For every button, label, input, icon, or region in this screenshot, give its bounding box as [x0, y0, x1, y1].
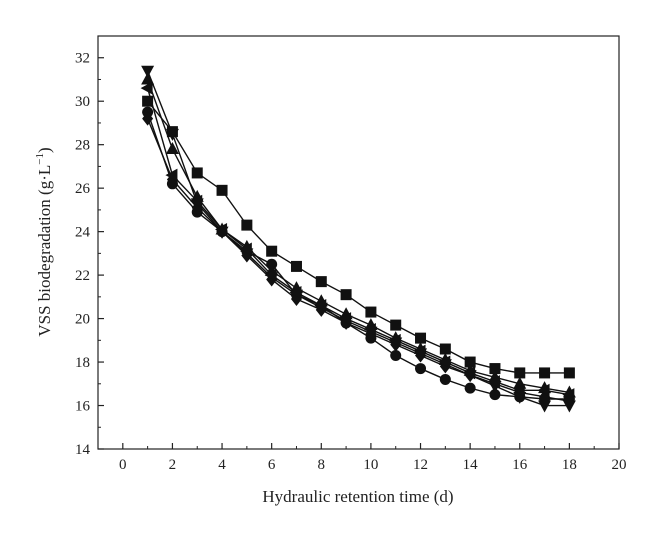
- square-marker: [216, 184, 228, 196]
- square-marker: [266, 245, 278, 257]
- square-marker: [439, 343, 451, 355]
- x-tick-label: 0: [119, 457, 127, 473]
- series-circle: [142, 106, 575, 405]
- triangle-left-marker: [487, 375, 500, 389]
- y-tick-label: 30: [75, 94, 90, 110]
- x-tick-label: 6: [268, 457, 276, 473]
- circle-marker: [464, 382, 476, 394]
- series-line: [146, 87, 570, 396]
- triangle-left-marker: [239, 242, 252, 256]
- x-tick-label: 20: [612, 457, 627, 473]
- x-tick-label: 16: [512, 457, 528, 473]
- plot-frame: [97, 35, 620, 450]
- square-marker: [365, 306, 377, 318]
- y-tick-label: 26: [75, 181, 91, 197]
- triangle-up-marker: [165, 142, 179, 155]
- y-tick-label: 20: [75, 312, 90, 328]
- circle-marker: [489, 389, 501, 401]
- x-axis-title: Hydraulic retention time (d): [262, 487, 453, 506]
- square-marker: [290, 260, 302, 272]
- y-axis-title-main: VSS biodegradation (g·L: [35, 165, 54, 337]
- triangle-up-marker: [141, 72, 155, 85]
- triangle-left-marker: [463, 366, 476, 380]
- triangle-down-marker: [538, 400, 552, 413]
- diamond-marker: [142, 111, 154, 126]
- square-marker: [340, 289, 352, 301]
- x-tick-label: 12: [413, 457, 428, 473]
- series-line: [146, 70, 570, 407]
- triangle-left-marker: [537, 383, 550, 397]
- square-marker: [191, 167, 203, 179]
- y-tick-label: 16: [75, 399, 91, 415]
- triangle-left-marker: [562, 388, 575, 402]
- triangle-left-marker: [215, 222, 228, 236]
- square-marker: [415, 332, 427, 344]
- x-tick-label: 2: [169, 457, 177, 473]
- y-tick-label: 14: [75, 442, 91, 458]
- series-line: [147, 100, 570, 374]
- series-line: [146, 79, 570, 394]
- circle-marker: [390, 350, 402, 362]
- x-tick-label: 8: [318, 457, 326, 473]
- square-marker: [390, 319, 402, 331]
- square-marker: [142, 95, 154, 107]
- triangle-down-marker: [141, 65, 155, 78]
- y-tick-label: 32: [75, 51, 90, 67]
- series-line: [146, 111, 570, 400]
- series-line: [146, 118, 570, 402]
- triangle-left-marker: [264, 268, 277, 282]
- square-marker: [489, 363, 501, 375]
- square-marker: [464, 356, 476, 368]
- triangle-left-marker: [413, 344, 426, 358]
- triangle-down-marker: [165, 128, 179, 141]
- triangle-left-marker: [512, 383, 525, 397]
- x-tick-label: 18: [562, 457, 577, 473]
- series-triangle-down: [141, 65, 576, 413]
- square-marker: [514, 367, 526, 379]
- square-marker: [539, 367, 551, 379]
- y-axis-title-exponent: −1: [34, 153, 46, 165]
- y-tick-label: 18: [75, 355, 90, 371]
- triangle-left-marker: [438, 355, 451, 369]
- series-diamond: [142, 111, 575, 409]
- y-tick-label: 22: [75, 268, 90, 284]
- triangle-left-marker: [190, 194, 203, 208]
- x-tick-label: 10: [363, 457, 378, 473]
- triangle-left-marker: [339, 312, 352, 326]
- y-tick-label: 28: [75, 138, 90, 154]
- triangle-left-marker: [165, 168, 178, 182]
- circle-marker: [439, 373, 451, 385]
- x-tick-label: 14: [463, 457, 479, 473]
- triangle-left-marker: [140, 81, 153, 95]
- series-square: [142, 95, 575, 379]
- series-layer: [140, 65, 576, 413]
- series-triangle-up: [141, 72, 576, 398]
- triangle-left-marker: [363, 322, 376, 336]
- triangle-left-marker: [314, 299, 327, 313]
- y-axis-title: VSS biodegradation (g·L−1): [34, 147, 54, 336]
- triangle-left-marker: [388, 333, 401, 347]
- square-marker: [241, 219, 253, 231]
- y-tick-label: 24: [75, 225, 91, 241]
- x-tick-label: 4: [218, 457, 226, 473]
- y-axis-title-close: ): [35, 147, 54, 153]
- square-marker: [563, 367, 575, 379]
- square-marker: [315, 276, 327, 288]
- circle-marker: [415, 363, 427, 375]
- triangle-left-marker: [289, 285, 302, 299]
- series-triangle-left: [140, 81, 575, 402]
